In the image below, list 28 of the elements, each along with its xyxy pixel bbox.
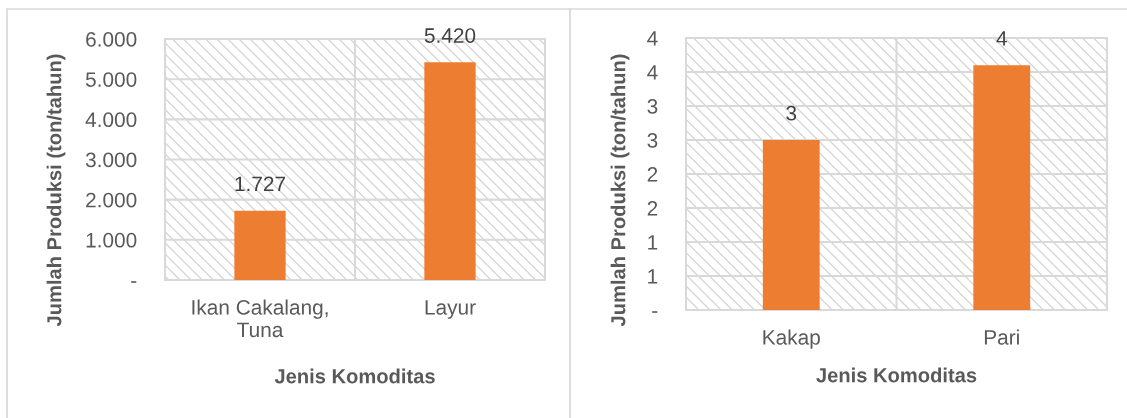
y-axis-title: Jumlah Produksi (ton/tahun) [46, 54, 66, 327]
y-tick-label: 2 [647, 201, 658, 216]
y-tick-label: 6.000 [86, 32, 137, 47]
y-axis-title: Jumlah Produksi (ton/tahun) [610, 54, 630, 327]
data-label: 5.420 [424, 28, 476, 43]
y-tick-label: 1 [648, 269, 658, 284]
y-tick-label: - [131, 281, 137, 283]
data-label: 1.727 [235, 176, 286, 192]
x-axis-title: Jenis Komoditas [816, 367, 977, 383]
x-tick-label: Ikan Cakalang, Tuna [192, 299, 328, 338]
x-tick-label: Layur [425, 300, 476, 319]
y-tick-label: 4 [647, 65, 658, 80]
x-axis-title: Jenis Komoditas [274, 368, 435, 384]
data-label: 3 [786, 105, 797, 121]
y-tick-label: 3 [647, 133, 658, 148]
y-tick-label: 2 [647, 167, 658, 182]
y-tick-label: 1.000 [86, 232, 137, 248]
y-tick-label: 4.000 [85, 112, 137, 128]
y-tick-label: - [652, 311, 658, 313]
y-tick-label: 1 [648, 235, 658, 250]
y-tick-label: 2.000 [86, 192, 137, 208]
data-label: 4 [996, 31, 1007, 46]
y-tick-label: 4 [647, 31, 658, 46]
y-tick-label: 3 [647, 99, 658, 114]
x-tick-label: Kakap [763, 329, 820, 349]
x-tick-label: Pari [984, 329, 1019, 345]
y-tick-label: 3.000 [85, 152, 137, 168]
y-tick-label: 5.000 [85, 72, 137, 87]
